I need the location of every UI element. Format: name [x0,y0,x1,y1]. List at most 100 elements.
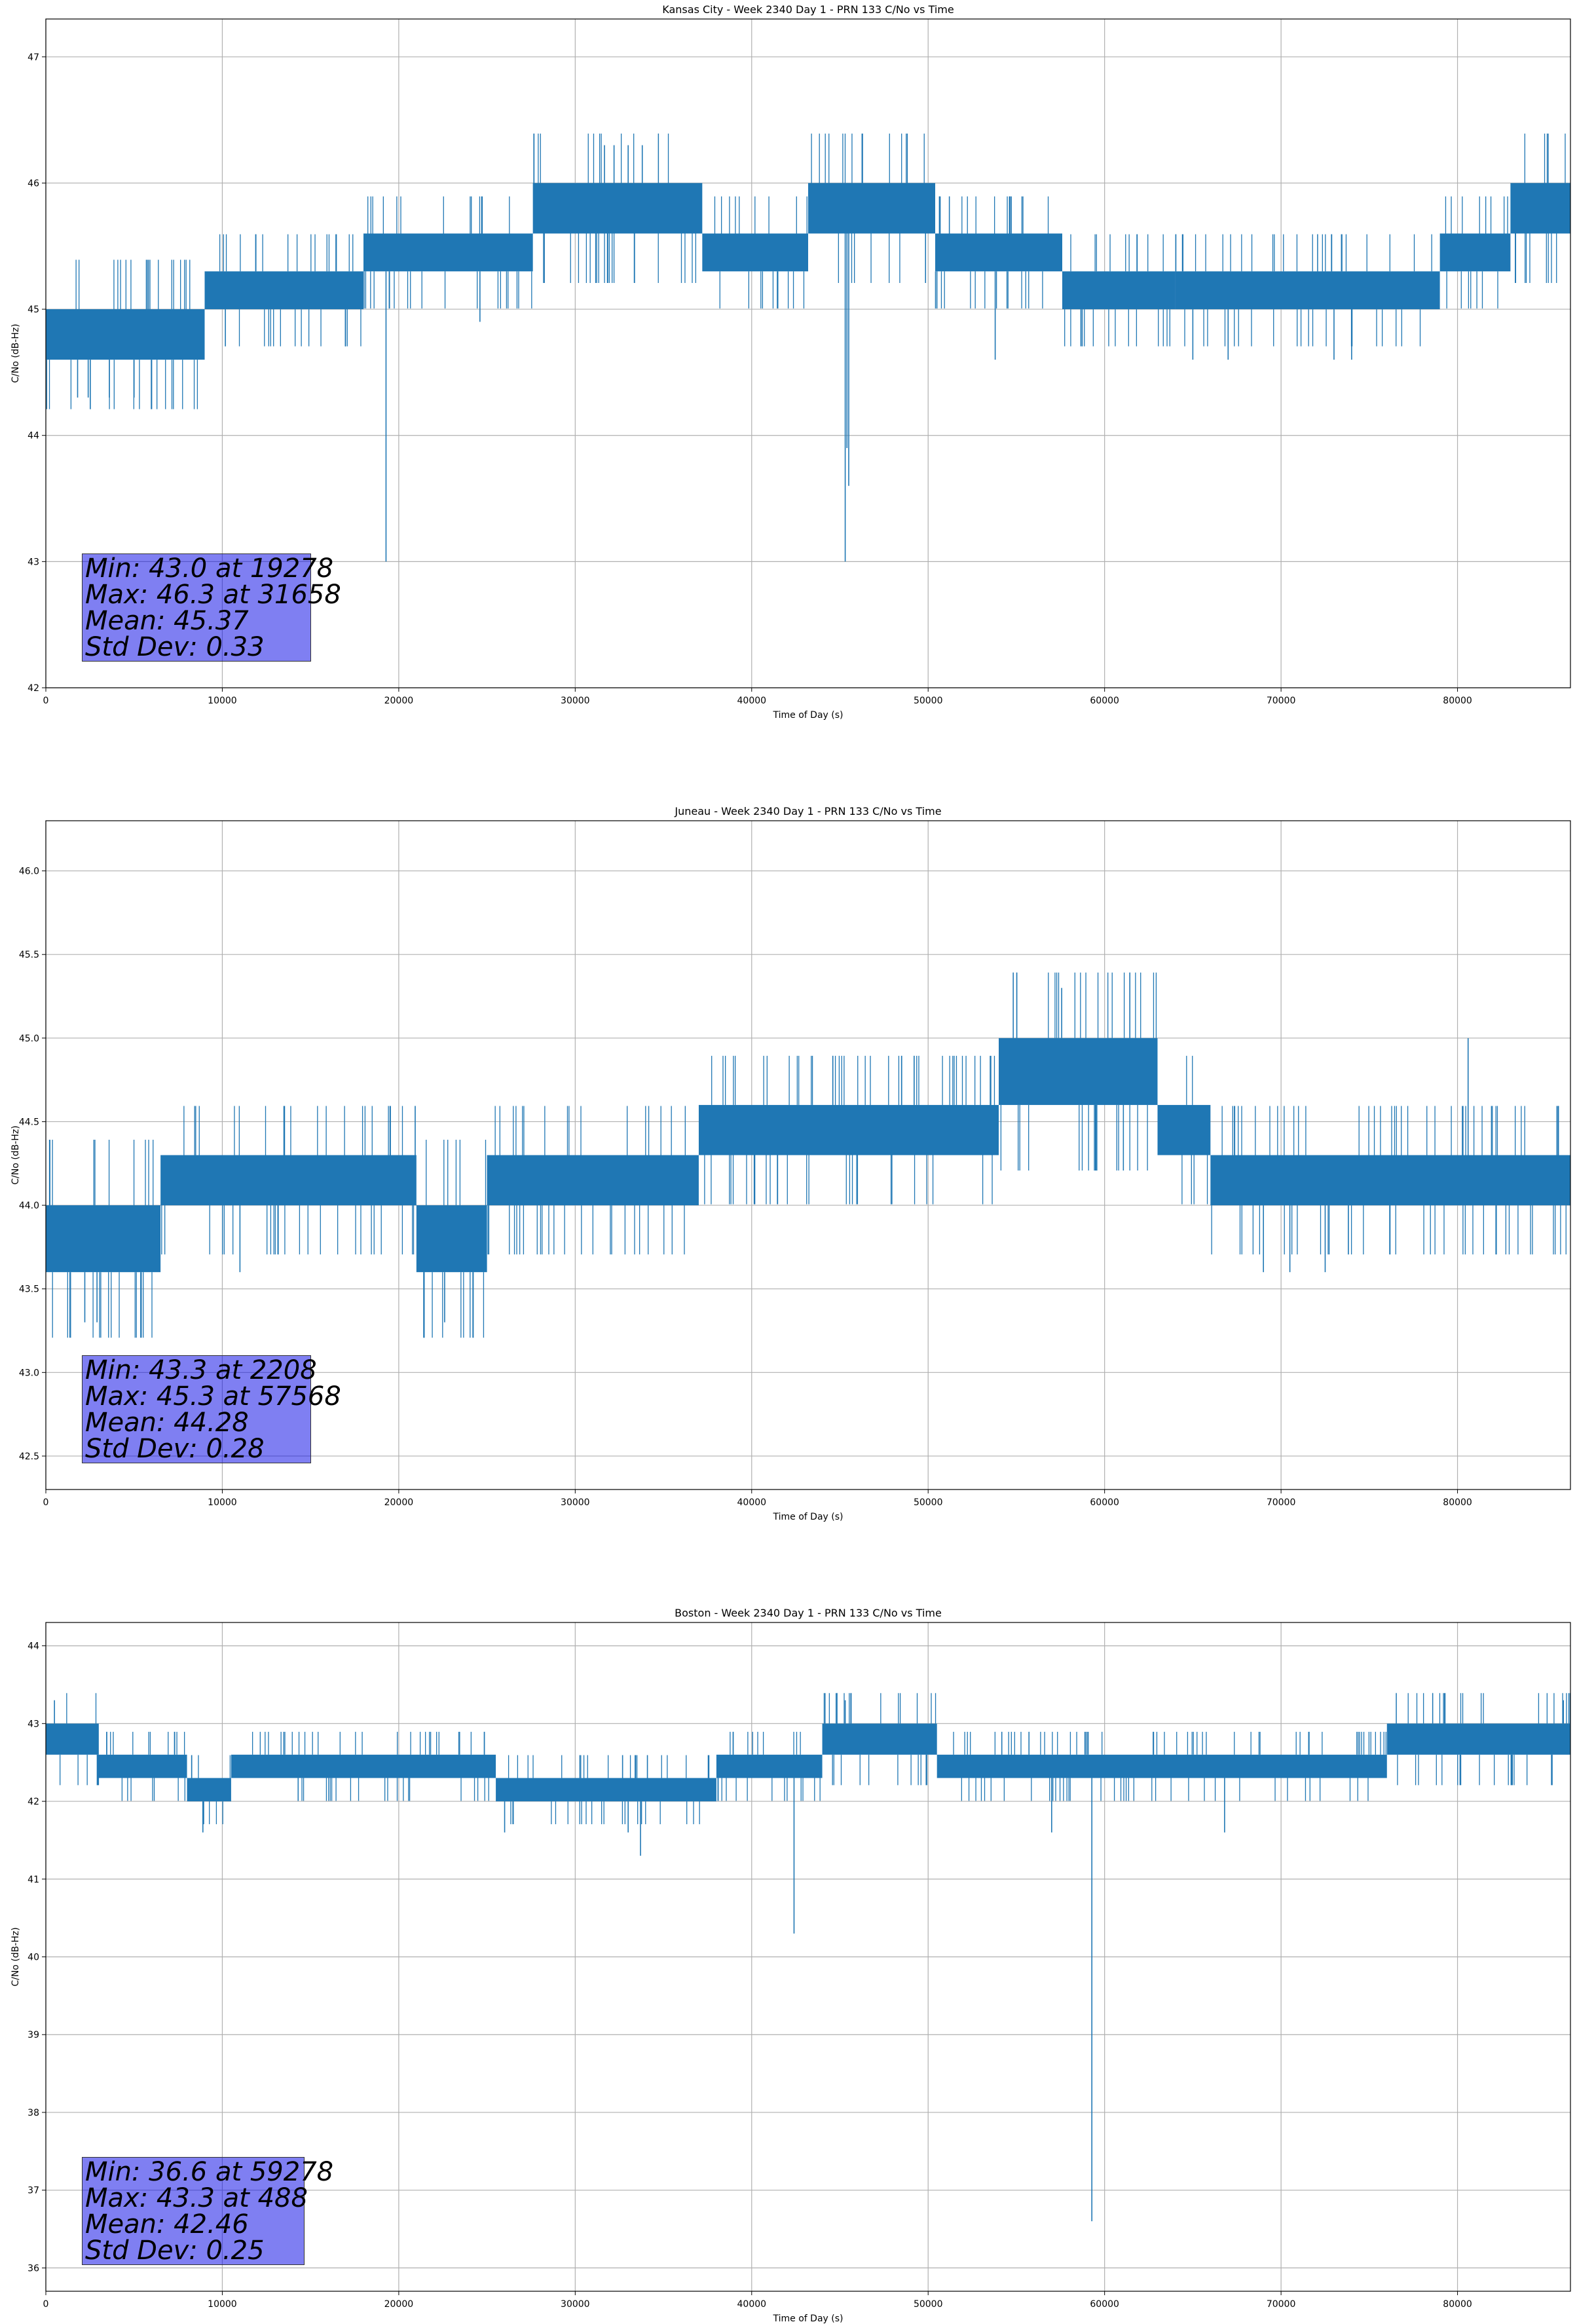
y-tick-label: 40 [28,1953,39,1963]
chart-1: Kansas City - Week 2340 Day 1 - PRN 133 … [10,3,1571,721]
y-tick-label: 44 [28,1641,39,1652]
x-tick-label: 60000 [1090,1497,1119,1508]
stats-line: Mean: 44.28 [85,1408,249,1438]
y-tick-label: 46.0 [19,867,39,877]
x-tick-label: 40000 [737,2299,767,2310]
y-tick-label: 42 [28,1797,39,1807]
axes-frame [45,1622,1571,2292]
data-band [1210,1155,1570,1206]
stats-line: Std Dev: 0.28 [85,1434,265,1464]
data-band [187,1778,231,1802]
data-band [532,183,703,234]
x-tick-label: 10000 [208,2299,237,2310]
stats-box: Min: 43.0 at 19278 Max: 46.3 at 31658 Mean… [82,553,341,662]
data-band [1175,271,1440,310]
chart-title: Juneau - Week 2340 Day 1 - PRN 133 C/No … [674,805,941,817]
y-tick-label: 45.5 [19,950,39,960]
y-axis-label: C/No (dB-Hz) [10,324,21,383]
data-band [937,1754,1387,1778]
data-band [935,233,1062,272]
stats-line: Min: 43.3 at 2208 [85,1355,317,1385]
y-axis-label: C/No (dB-Hz) [10,1125,21,1184]
data-band [716,1754,823,1778]
data-band [204,271,363,310]
y-tick-label: 45.0 [19,1034,39,1044]
data-band [46,1205,161,1273]
data-band [487,1155,699,1206]
x-axis-label: Time of Day (s) [773,1512,844,1522]
chart-title: Boston - Week 2340 Day 1 - PRN 133 C/No … [675,1607,942,1619]
x-tick-label: 40000 [737,1497,767,1508]
data-band [1510,183,1570,234]
data-band [1157,1104,1211,1155]
x-tick-label: 40000 [737,696,767,706]
y-tick-label: 36 [28,2263,39,2274]
x-tick-label: 50000 [914,1497,943,1508]
stats-line: Max: 46.3 at 31658 [85,580,341,610]
stats-line: Max: 45.3 at 57568 [85,1381,341,1412]
chart-3: Boston - Week 2340 Day 1 - PRN 133 C/No … [10,1607,1571,2324]
stats-box: Min: 36.6 at 59278 Max: 43.3 at 488 Mean: … [82,2157,334,2266]
x-tick-label: 30000 [561,2299,590,2310]
x-axis-label: Time of Day (s) [773,710,844,721]
data-band [496,1778,716,1802]
x-tick-label: 0 [43,696,49,706]
stats-line: Min: 36.6 at 59278 [85,2157,334,2187]
x-tick-label: 80000 [1443,2299,1472,2310]
x-tick-label: 80000 [1443,1497,1472,1508]
stats-line: Mean: 42.46 [85,2209,249,2240]
x-tick-label: 70000 [1267,2299,1296,2310]
x-tick-label: 30000 [561,1497,590,1508]
y-tick-label: 43.5 [19,1284,39,1295]
x-tick-label: 50000 [914,696,943,706]
data-band [160,1155,417,1206]
x-tick-label: 80000 [1443,696,1472,706]
x-tick-label: 50000 [914,2299,943,2310]
y-tick-label: 43 [28,1719,39,1729]
data-band [416,1205,487,1273]
series-line [46,133,1570,562]
y-tick-label: 38 [28,2108,39,2118]
chart-2: Juneau - Week 2340 Day 1 - PRN 133 C/No … [10,805,1571,1522]
y-tick-label: 45 [28,305,39,315]
stats-line: Max: 43.3 at 488 [85,2183,308,2213]
x-tick-label: 30000 [561,696,590,706]
series-line [46,1693,1570,2222]
data-band [808,183,935,234]
data-band [698,1104,999,1155]
series-line [46,972,1570,1338]
stats-line: Std Dev: 0.33 [85,632,265,662]
stats-line: Std Dev: 0.25 [85,2236,265,2266]
x-tick-label: 60000 [1090,696,1119,706]
data-band [1439,233,1511,272]
data-band [702,233,808,272]
data-band [231,1754,496,1778]
stats-line: Min: 43.0 at 19278 [85,553,334,584]
x-tick-label: 0 [43,2299,49,2310]
data-band [1386,1723,1570,1755]
y-tick-label: 42 [28,683,39,694]
data-band [999,1038,1158,1105]
x-axis-label: Time of Day (s) [773,2314,844,2324]
data-band [1062,271,1176,310]
x-tick-label: 70000 [1267,696,1296,706]
x-tick-label: 10000 [208,1497,237,1508]
x-tick-label: 70000 [1267,1497,1296,1508]
y-axis-label: C/No (dB-Hz) [10,1927,21,1986]
x-tick-label: 20000 [384,1497,414,1508]
y-tick-label: 44 [28,431,39,441]
x-tick-label: 20000 [384,2299,414,2310]
data-band [363,233,533,272]
y-tick-label: 43 [28,557,39,567]
data-band [46,309,205,360]
y-tick-label: 37 [28,2186,39,2196]
axes-frame [45,820,1571,1490]
y-tick-label: 46 [28,178,39,189]
x-tick-label: 0 [43,1497,49,1508]
y-tick-label: 47 [28,52,39,63]
chart-title: Kansas City - Week 2340 Day 1 - PRN 133 … [662,3,954,16]
x-tick-label: 20000 [384,696,414,706]
data-band [822,1723,937,1755]
y-tick-label: 44.5 [19,1117,39,1127]
